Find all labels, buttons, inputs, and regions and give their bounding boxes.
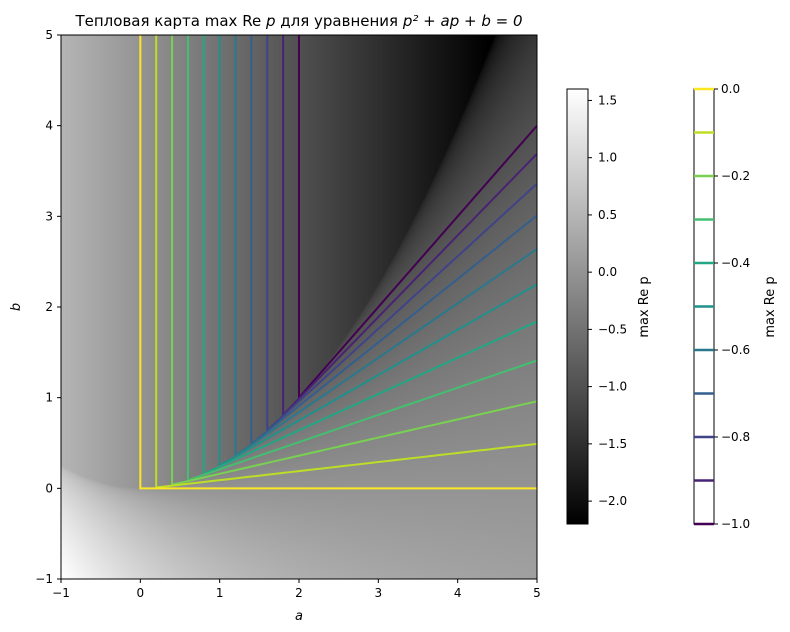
heatmap-colorbar-tick-label: −2.0 (598, 494, 627, 508)
heatmap-colorbar-tick-label: −0.5 (598, 322, 627, 336)
x-tick-label: −1 (52, 586, 70, 600)
contour-line (186, 35, 537, 482)
contour-line (218, 35, 537, 468)
y-tick-label: 3 (45, 209, 53, 223)
contour-colorbar-tick-label: −0.2 (721, 169, 750, 183)
contour-line (250, 35, 537, 446)
y-tick-label: 1 (45, 391, 53, 405)
contour-colorbar-label: max Re p (763, 276, 778, 337)
y-axis-ticks: −1 0 1 2 3 4 5 (35, 28, 61, 586)
contour-colorbar-tick-label: −1.0 (721, 517, 750, 531)
heatmap-colorbar-ticks: 1.5 1.0 0.5 0.0 −0.5 −1.0 −1.5 −2.0 (588, 93, 627, 508)
heatmap-colorbar-tick-label: −1.5 (598, 437, 627, 451)
x-tick-label: 1 (216, 586, 224, 600)
chart-title: Тепловая карта max Re p для уравнения p²… (74, 12, 522, 30)
contour-colorbar-tick-label: −0.6 (721, 343, 750, 357)
contour-colorbar-ticks: 0.0 −0.2 −0.4 −0.6 −0.8 −1.0 (714, 82, 750, 531)
x-tick-label: 3 (375, 586, 383, 600)
contour-line (298, 35, 537, 401)
x-axis-ticks: −1 0 1 2 3 4 5 (52, 579, 541, 600)
heatmap-colorbar-tick-label: −1.0 (598, 380, 627, 394)
contour-colorbar: 0.0 −0.2 −0.4 −0.6 −0.8 −1.0 max Re p (693, 82, 778, 531)
contour-colorbar-tick-label: 0.0 (721, 82, 740, 96)
heatmap-colorbar-tick-label: 1.5 (598, 93, 617, 107)
contour-colorbar-tick-label: −0.8 (721, 430, 750, 444)
x-axis-label: a (295, 609, 303, 624)
heatmap-colorbar-gradient (566, 88, 589, 525)
contour-lines (139, 35, 537, 490)
contour-line (282, 35, 537, 418)
contour-line (155, 35, 537, 489)
x-tick-label: 4 (454, 586, 462, 600)
y-tick-label: 4 (45, 119, 53, 133)
contour-line (202, 35, 537, 476)
y-axis-label: b (9, 303, 24, 311)
contour-line (234, 35, 537, 458)
heatmap-colorbar: 1.5 1.0 0.5 0.0 −0.5 −1.0 −1.5 −2.0 max Re p (566, 88, 652, 525)
y-tick-label: −1 (35, 572, 53, 586)
contour-line (139, 35, 537, 490)
contour-line (171, 35, 537, 486)
y-tick-label: 5 (45, 28, 53, 42)
y-tick-label: 2 (45, 300, 53, 314)
contour-colorbar-levels (694, 87, 714, 526)
heatmap-colorbar-tick-label: 1.0 (598, 151, 617, 165)
heatmap-colorbar-tick-label: 0.5 (598, 208, 617, 222)
contour-line (266, 35, 537, 433)
plot-area: −1 0 1 2 3 4 5 −1 0 1 2 3 4 5 a b (9, 28, 541, 624)
contour-colorbar-tick-label: −0.4 (721, 256, 750, 270)
heatmap-colorbar-label: max Re p (637, 276, 652, 337)
x-tick-label: 0 (137, 586, 145, 600)
heatmap-colorbar-tick-label: 0.0 (598, 265, 617, 279)
x-tick-label: 2 (295, 586, 303, 600)
x-tick-label: 5 (533, 586, 541, 600)
y-tick-label: 0 (45, 481, 53, 495)
